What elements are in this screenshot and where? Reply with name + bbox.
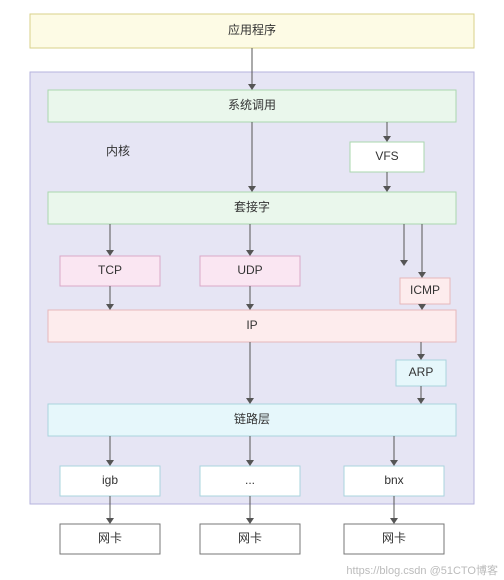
app-label: 应用程序	[228, 22, 276, 37]
driver1-label: igb	[102, 473, 118, 487]
nic1-label: 网卡	[98, 531, 122, 545]
driver3-label: bnx	[384, 473, 403, 487]
vfs-label: VFS	[375, 149, 398, 163]
link-label: 链路层	[234, 411, 270, 426]
ip-label: IP	[246, 318, 257, 332]
udp-label: UDP	[237, 263, 262, 277]
driver2-label: ...	[245, 473, 255, 487]
syscall-label: 系统调用	[228, 98, 276, 112]
socket-label: 套接字	[234, 199, 270, 214]
tcp-label: TCP	[98, 263, 122, 277]
nic2-label: 网卡	[238, 531, 262, 545]
arp-label: ARP	[409, 365, 434, 379]
watermark: https://blog.csdn @51CTO博客	[346, 563, 498, 577]
icmp-label: ICMP	[410, 283, 440, 297]
kernel-label: 内核	[106, 144, 130, 158]
nic3-label: 网卡	[382, 531, 406, 545]
